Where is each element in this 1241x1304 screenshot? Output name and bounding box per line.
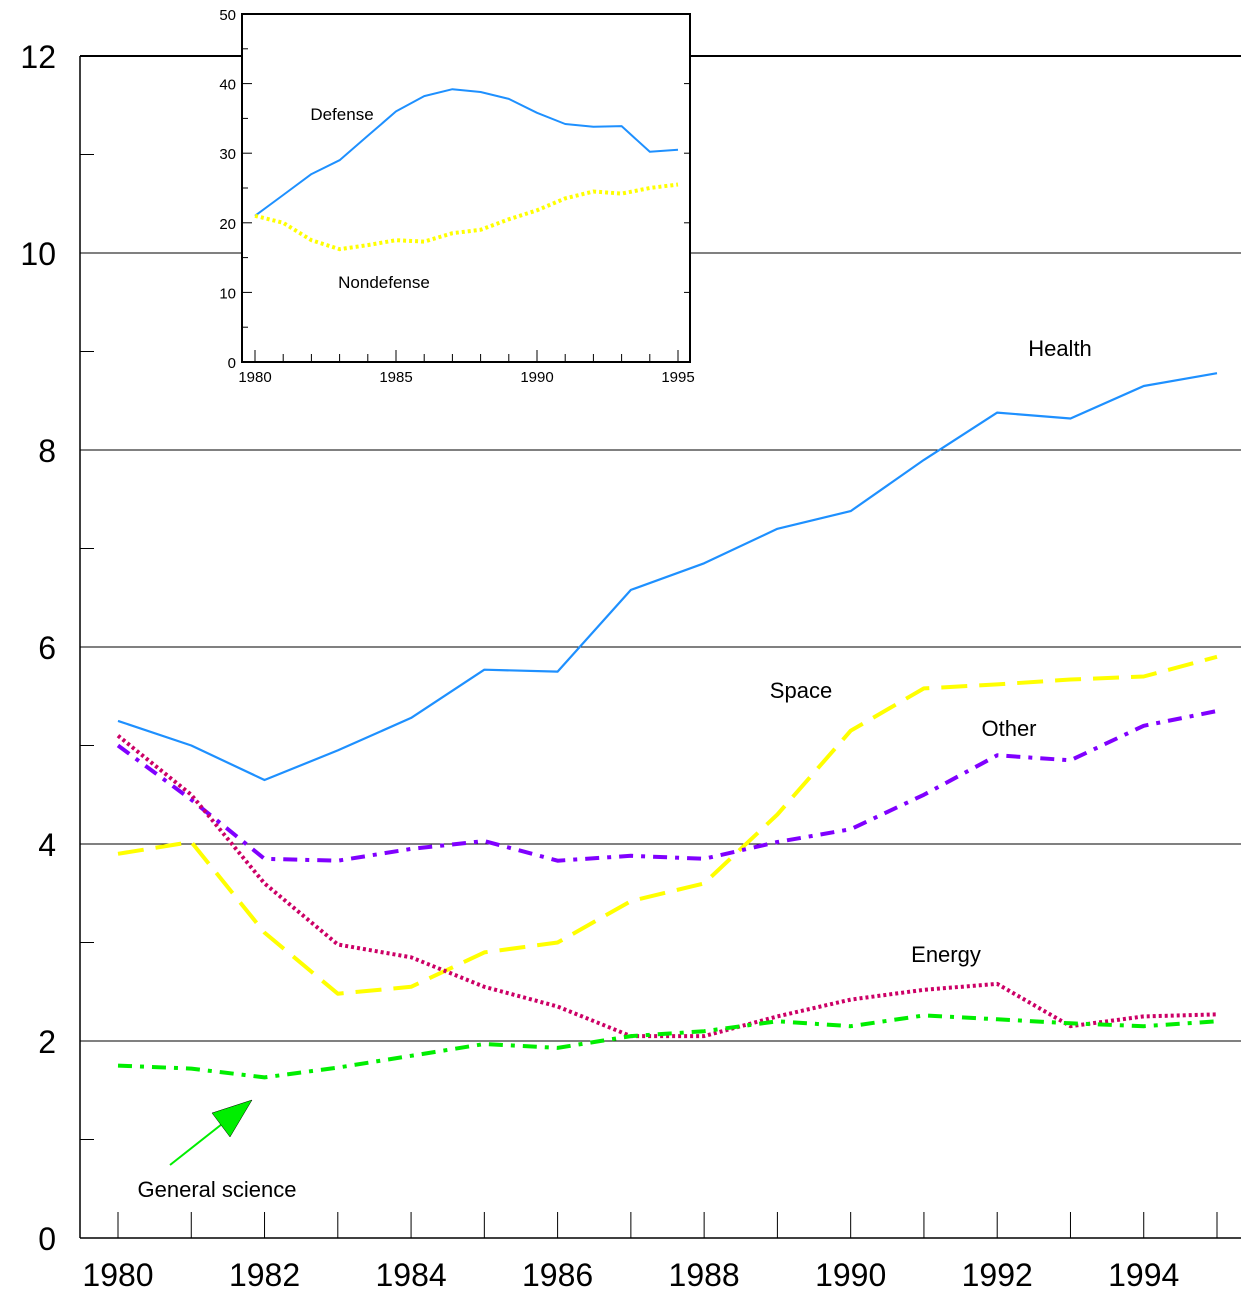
- inset-x-tick-label: 1980: [238, 369, 271, 386]
- inset-y-tick-label: 10: [219, 285, 236, 302]
- y-tick-label: 4: [38, 827, 56, 863]
- x-tick-label: 1984: [375, 1257, 446, 1293]
- x-tick-label: 1980: [82, 1257, 153, 1293]
- x-tick-label: 1986: [522, 1257, 593, 1293]
- inset-x-tick-label: 1995: [661, 369, 694, 386]
- y-tick-label: 0: [38, 1221, 56, 1257]
- inset-series-labels: Defense Nondefense: [310, 105, 430, 292]
- inset-x-tick-label: 1985: [379, 369, 412, 386]
- inset-series-group: [254, 88, 679, 252]
- inset-y-tick-label: 30: [219, 146, 236, 163]
- series-label-space: Space: [770, 678, 832, 703]
- series-label-energy: Energy: [911, 942, 981, 967]
- annotation-arrow-shaft: [169, 1123, 223, 1166]
- inset-y-tick-label: 0: [228, 355, 236, 372]
- inset-axes: 0 10 20 30 40 50 1980 1985 1990 1995: [219, 7, 694, 386]
- y-tick-label: 6: [38, 630, 56, 666]
- y-tick-label: 2: [38, 1024, 56, 1060]
- x-tick-label: 1994: [1108, 1257, 1179, 1293]
- series-label-health: Health: [1028, 336, 1092, 361]
- x-tick-label: 1982: [229, 1257, 300, 1293]
- series-line-health: [117, 372, 1218, 782]
- y-tick-label: 12: [20, 39, 56, 75]
- series-line-general-science: [117, 1013, 1218, 1080]
- inset-y-tick-label: 40: [219, 77, 236, 94]
- y-tick-label: 8: [38, 433, 56, 469]
- inset-y-tick-label: 20: [219, 216, 236, 233]
- annotation-arrow-head: [211, 1099, 253, 1138]
- inset-series-label-nondefense: Nondefense: [338, 273, 430, 292]
- inset-y-tick-label: 50: [219, 7, 236, 24]
- main-series-group: [116, 372, 1218, 1080]
- inset-background: [242, 14, 690, 364]
- x-tick-label: 1992: [962, 1257, 1033, 1293]
- inset-x-tick-label: 1990: [520, 369, 553, 386]
- y-tick-label: 10: [20, 236, 56, 272]
- series-line-energy: [116, 734, 1218, 1039]
- series-label-general-science: General science: [138, 1177, 297, 1202]
- inset-series-line-nondefense: [254, 182, 679, 252]
- series-label-other: Other: [981, 716, 1036, 741]
- series-line-space: [117, 654, 1218, 996]
- inset-series-label-defense: Defense: [310, 105, 373, 124]
- inset-series-line-defense: [254, 88, 679, 217]
- x-tick-label: 1988: [669, 1257, 740, 1293]
- x-tick-label: 1990: [815, 1257, 886, 1293]
- main-series-labels: Health Space Other Energy General science: [138, 336, 1092, 1202]
- main-axes: 0 2 4 6 8 10 12 1980 1982 1984 1986 1988 1990 1992 199…: [20, 39, 1241, 1293]
